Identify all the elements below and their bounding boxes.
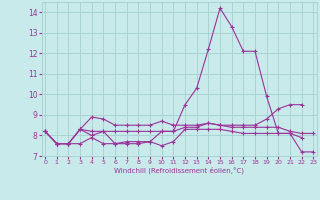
X-axis label: Windchill (Refroidissement éolien,°C): Windchill (Refroidissement éolien,°C) bbox=[114, 167, 244, 174]
